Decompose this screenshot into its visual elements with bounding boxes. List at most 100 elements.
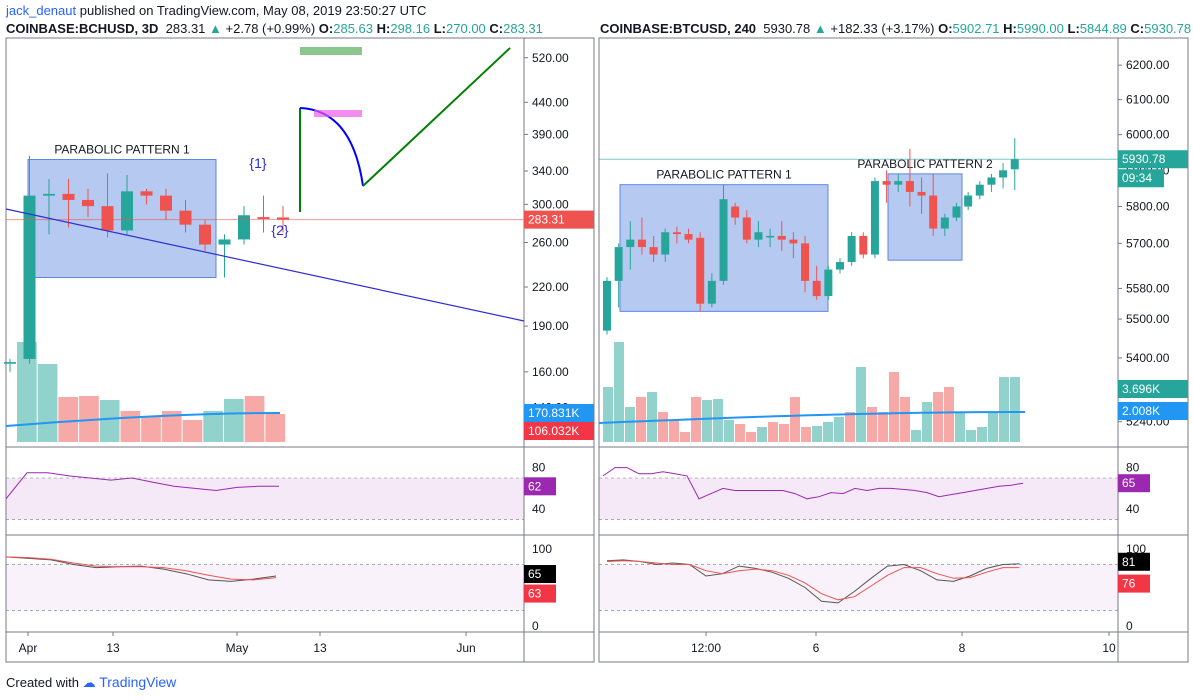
stoch-d-label: 76	[1122, 577, 1136, 591]
footer-brand[interactable]: TradingView	[99, 674, 177, 690]
y-tick-label: 6200.00	[1126, 58, 1170, 72]
x-tick-label: 6	[813, 641, 820, 655]
volume-bar	[735, 424, 745, 442]
rsi-value-label-bg	[524, 477, 556, 496]
rsi-tick-label: 40	[532, 502, 546, 516]
candle-body	[62, 193, 75, 200]
candle-body	[179, 210, 192, 225]
left-symbol-name[interactable]: COINBASE:BCHUSD, 3D	[6, 21, 159, 36]
volume-bar	[658, 412, 668, 442]
candle-body	[836, 262, 844, 270]
volume-bar	[99, 400, 120, 442]
right-change: +182.33 (+3.17%)	[830, 21, 935, 36]
volume-bar	[845, 412, 855, 442]
resistance-zone	[314, 110, 362, 117]
right-symbol-name[interactable]: COINBASE:BTCUSD, 240	[600, 21, 757, 36]
volume-bar	[79, 396, 99, 442]
candle-body	[160, 195, 172, 211]
price-label-bg	[524, 210, 594, 229]
volume-ma-label-bg	[1118, 402, 1188, 420]
y-tick-label: 6100.00	[1126, 93, 1170, 107]
volume-bar	[911, 430, 921, 442]
candle-body	[101, 206, 114, 231]
price-label: 283.31	[528, 213, 565, 227]
candle-body	[766, 235, 775, 238]
volume-label: 106.032K	[528, 424, 579, 438]
candle-body	[789, 239, 798, 244]
stoch-d-label-bg	[524, 584, 556, 603]
time-to-close-label-bg	[1118, 169, 1164, 188]
candle-body	[603, 280, 611, 331]
rsi-tick-label: 80	[532, 461, 546, 475]
volume-bar	[768, 422, 778, 442]
left-change: +2.78 (+0.99%)	[225, 21, 316, 36]
stoch-k-label: 65	[528, 567, 542, 581]
left-symbol-legend: COINBASE:BCHUSD, 3D 283.31 ▲ +2.78 (+0.9…	[6, 21, 543, 36]
right-open: 5902.71	[952, 21, 1000, 36]
volume-bar	[867, 407, 877, 442]
volume-bar	[889, 372, 899, 442]
up-arrow-icon: ▲	[813, 21, 827, 36]
volume-bar	[900, 397, 910, 442]
rsi-tick-label: 40	[1126, 502, 1140, 516]
candle-body	[882, 181, 891, 185]
volume-bar	[37, 364, 58, 442]
volume-bar	[647, 392, 657, 442]
volume-ma-line	[598, 411, 1025, 424]
candle-body	[847, 235, 856, 263]
candle-body	[614, 247, 623, 281]
y-tick-label: 5580.00	[1126, 281, 1170, 295]
y-tick-label: 220.00	[532, 280, 569, 294]
rsi-band	[599, 478, 1118, 520]
volume-bar	[120, 411, 141, 442]
candle-body	[742, 217, 751, 240]
rsi-band	[6, 478, 524, 520]
volume-bar	[779, 424, 789, 442]
volume-bar	[203, 411, 223, 442]
volume-bar	[878, 412, 888, 442]
author-link[interactable]: jack_denaut	[6, 3, 77, 18]
right-last-price: 5930.78	[763, 21, 811, 36]
candle-body	[952, 206, 961, 218]
volume-bar	[625, 407, 635, 442]
volume-bar	[182, 420, 203, 442]
stoch-k-label-bg	[524, 565, 556, 584]
candle-body	[870, 181, 879, 255]
candle-body	[812, 280, 821, 297]
published-text: published on TradingView.com, May 08, 20…	[76, 3, 427, 18]
volume-label: 3.696K	[1122, 382, 1160, 396]
left-high: 298.16	[390, 21, 431, 36]
y-tick-label: 440.00	[532, 95, 569, 109]
price-label-bg	[1118, 150, 1188, 169]
candle-body	[777, 235, 786, 240]
volume-bar	[790, 397, 800, 442]
y-tick-label: 160.00	[532, 365, 569, 379]
stoch-tick-label: 100	[532, 542, 552, 556]
candle-body	[999, 170, 1008, 178]
candle-body	[661, 232, 670, 255]
right-high: 5990.00	[1016, 21, 1064, 36]
volume-bar	[757, 427, 767, 442]
candle-body	[199, 224, 211, 245]
volume-bar	[834, 417, 844, 442]
publisher-line: jack_denaut published on TradingView.com…	[6, 3, 426, 18]
y-tick-label: 5700.00	[1126, 236, 1170, 250]
candle-body	[929, 195, 938, 229]
pattern-label: PARABOLIC PATTERN 2	[857, 157, 993, 171]
stoch-k-label-bg	[1118, 552, 1150, 571]
stoch-k-line	[5, 556, 277, 582]
candle-body	[672, 232, 681, 235]
stoch-tick-label: 0	[532, 619, 539, 633]
price-label: 5930.78	[1122, 152, 1166, 166]
volume-bar	[999, 377, 1009, 442]
time-to-close-label: 09:34	[1122, 171, 1152, 185]
volume-bar	[823, 422, 833, 442]
candle-body	[4, 362, 16, 364]
volume-bar	[713, 399, 723, 442]
y-tick-label: 390.00	[532, 127, 569, 141]
volume-bar	[856, 367, 866, 442]
candle-body	[824, 269, 833, 297]
volume-bar	[988, 412, 998, 442]
y-tick-label: 6000.00	[1126, 128, 1170, 142]
